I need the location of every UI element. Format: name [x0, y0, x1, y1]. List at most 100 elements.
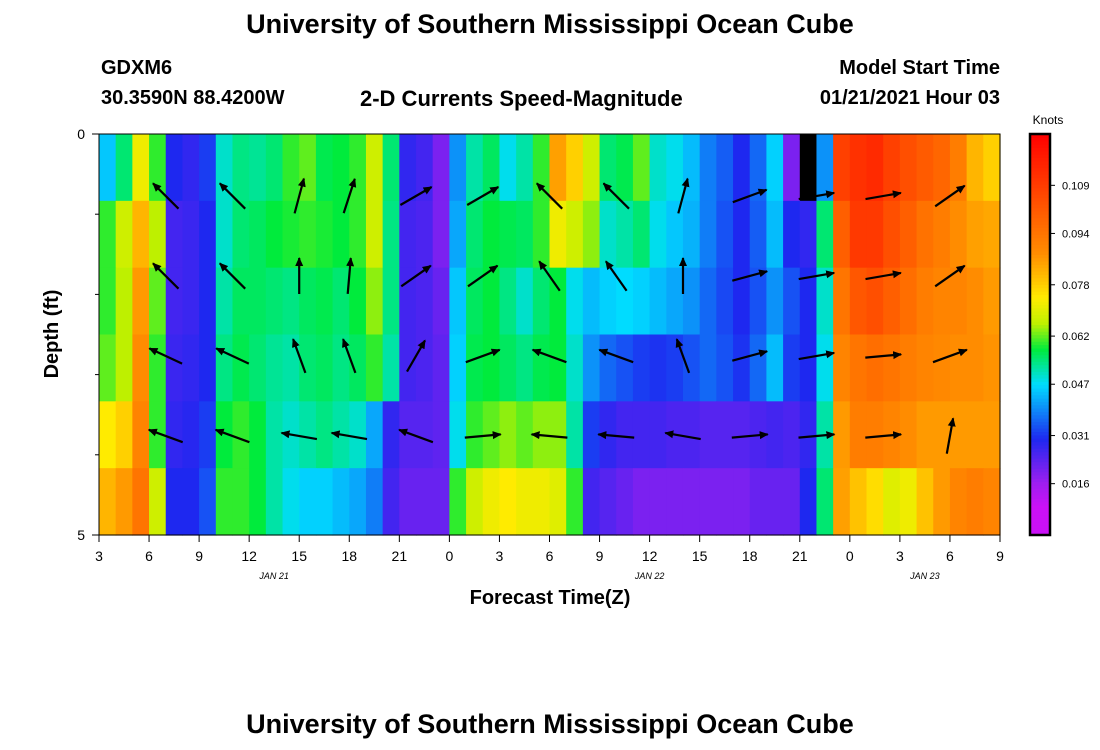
current-vector [798, 431, 836, 440]
current-vector [466, 186, 500, 206]
colorbar-segment [1030, 498, 1050, 503]
current-vector [219, 262, 246, 290]
colorbar-segment [1030, 234, 1050, 239]
heatmap-cell [933, 334, 951, 402]
heatmap-cell [115, 134, 133, 202]
heatmap-cell [365, 334, 384, 402]
heatmap-cell [115, 401, 133, 469]
heatmap-cell [783, 334, 801, 402]
colorbar-segment [1030, 254, 1050, 259]
heatmap-cell [749, 267, 768, 336]
heatmap-cell [299, 134, 317, 202]
heatmap-cell [699, 401, 717, 469]
colorbar-segment [1030, 514, 1050, 519]
heatmap-cell [866, 401, 884, 469]
heatmap-cell [983, 134, 1001, 202]
heatmap-cell [733, 468, 751, 536]
heatmap-cell [649, 200, 667, 269]
heatmap-cell [883, 468, 901, 536]
heatmap-cell [282, 334, 300, 402]
heatmap-cell [649, 267, 667, 336]
heatmap-cell [899, 200, 918, 269]
heatmap-cell [616, 134, 634, 202]
heatmap-cell [833, 134, 851, 202]
colorbar-segment [1030, 381, 1050, 386]
heatmap-cell [365, 200, 384, 269]
current-vector [400, 264, 432, 288]
colorbar-segment [1030, 137, 1050, 142]
heatmap-cell [182, 134, 200, 202]
heatmap-cell [332, 334, 350, 402]
heatmap-cell [449, 468, 467, 536]
colorbar-segment [1030, 267, 1050, 272]
heatmap-cell [649, 134, 667, 202]
heatmap-cell [549, 401, 567, 469]
current-vector [865, 270, 902, 281]
heatmap-cell [449, 134, 467, 202]
heatmap-cell [566, 334, 584, 402]
heatmap-cell [582, 200, 601, 269]
heatmap-cell [632, 200, 651, 269]
heatmap-cell [949, 334, 968, 402]
colorbar-segment [1030, 321, 1050, 326]
colorbar-segment [1030, 140, 1050, 145]
heatmap-cell [666, 267, 684, 336]
colorbar-tick-label: 0.109 [1062, 180, 1090, 192]
heatmap-cell [849, 468, 868, 536]
x-tick-label: 6 [946, 548, 954, 564]
current-vector [798, 190, 836, 201]
colorbar-segment [1030, 180, 1050, 185]
colorbar-segment [1030, 157, 1050, 162]
current-vector [731, 431, 769, 440]
heatmap-cell [516, 334, 534, 402]
heatmap-cell [432, 334, 450, 402]
colorbar-segment [1030, 364, 1050, 369]
heatmap-cell [549, 334, 567, 402]
colorbar-segment [1030, 408, 1050, 412]
colorbar-segment [1030, 494, 1050, 499]
heatmap-cell [149, 134, 167, 202]
current-vector [865, 351, 903, 360]
colorbar-segment [1030, 344, 1050, 349]
heatmap-cell [382, 401, 400, 469]
heatmap-cell [833, 468, 851, 536]
heatmap-cell [816, 468, 834, 536]
heatmap-cell [482, 334, 501, 402]
heatmap-cell [232, 401, 250, 469]
colorbar-segment [1030, 474, 1050, 479]
heatmap-cell [649, 401, 667, 469]
colorbar-segment [1030, 170, 1050, 175]
colorbar-segment [1030, 200, 1050, 205]
current-vectors [147, 177, 968, 454]
colorbar-segment [1030, 230, 1050, 235]
heatmap-cell [966, 267, 984, 336]
colorbar-segment [1030, 160, 1050, 165]
heatmap-cell [382, 200, 400, 269]
heatmap-cell [766, 134, 784, 202]
heatmap-cell [699, 200, 717, 269]
current-vector [346, 257, 355, 294]
heatmap-cell [149, 267, 167, 336]
current-vector [732, 349, 769, 362]
colorbar-segment [1030, 478, 1050, 483]
heatmap-cell [382, 267, 400, 336]
heatmap-cell [616, 401, 634, 469]
heatmap-cell [699, 468, 717, 536]
heatmap-cell [532, 200, 551, 269]
heatmap-cell [499, 401, 517, 469]
heatmap-cell [699, 134, 717, 202]
x-tick-label: 6 [145, 548, 153, 564]
heatmap-cell [365, 401, 384, 469]
heatmap-cell [215, 267, 234, 336]
colorbar-segment [1030, 377, 1050, 382]
heatmap-cell [632, 468, 651, 536]
heatmap-cell [482, 134, 501, 202]
heatmap-cell [566, 134, 584, 202]
heatmap-cell [983, 200, 1001, 269]
colorbar-segment [1030, 314, 1050, 319]
heatmap-cell [883, 134, 901, 202]
heatmap-cell [616, 468, 634, 536]
heatmap-cell [482, 200, 501, 269]
current-vector [148, 347, 183, 365]
heatmap-cell [766, 401, 784, 469]
